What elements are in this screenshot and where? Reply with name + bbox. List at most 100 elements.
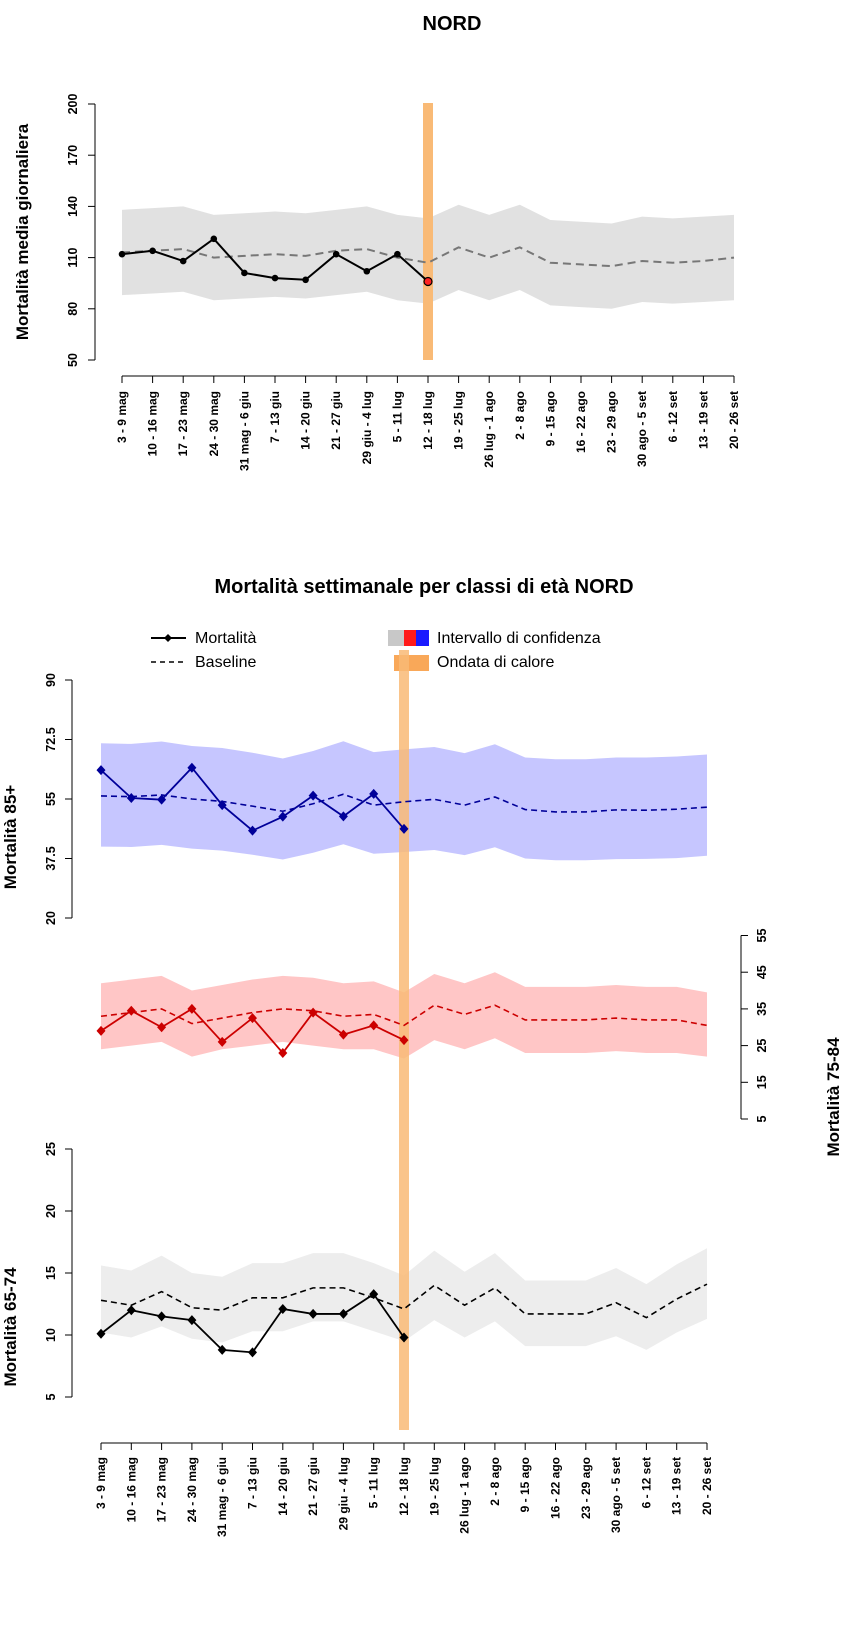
age85-y-tick-label: 90 xyxy=(44,673,58,687)
top-x-tick-label: 26 lug - 1 ago xyxy=(482,391,496,468)
age75-mortality-point xyxy=(278,1047,288,1058)
age75-y-tick-label: 55 xyxy=(755,929,769,943)
top-chart-ylabel: Mortalità media giornaliera xyxy=(13,123,32,340)
top-y-tick-label: 170 xyxy=(66,145,80,166)
top-x-tick-label: 17 - 23 mag xyxy=(176,391,190,456)
age75-mortality-point xyxy=(369,1020,379,1031)
age85-y-tick-label: 20 xyxy=(44,911,58,925)
age-chart-title: Mortalità settimanale per classi di età … xyxy=(214,576,633,598)
age85-mortality-point xyxy=(126,792,136,803)
top-x-tick-label: 20 - 26 set xyxy=(727,391,741,449)
age-x-tick-label: 17 - 23 mag xyxy=(155,1457,169,1522)
age-x-tick-label: 9 - 15 ago xyxy=(518,1457,532,1512)
age-x-tick-label: 23 - 29 ago xyxy=(579,1457,593,1519)
age-x-tick-label: 10 - 16 mag xyxy=(124,1457,138,1522)
age-x-tick-label: 5 - 11 lug xyxy=(367,1457,381,1508)
top-x-tick-label: 24 - 30 mag xyxy=(207,391,221,456)
top-y-tick-label: 110 xyxy=(66,247,80,267)
age65-mortality-point xyxy=(308,1308,318,1319)
age75-y-tick-label: 15 xyxy=(755,1075,769,1089)
age-x-tick-label: 3 - 9 mag xyxy=(94,1457,108,1509)
age-x-tick-label: 26 lug - 1 ago xyxy=(458,1457,472,1534)
top-chart: 50 80 110 140 170 200 3 - 9 mag 10 - 16 mag 17 -… xyxy=(66,94,741,472)
top-mortality-point xyxy=(241,269,248,277)
age-x-tick-label: 14 - 20 giu xyxy=(276,1457,290,1516)
age75-mortality-point xyxy=(157,1022,167,1033)
age85-y-tick-label: 37.5 xyxy=(44,846,58,870)
top-mortality-point xyxy=(179,257,187,265)
age75-y-tick-label: 5 xyxy=(755,1115,769,1122)
top-y-tick-label: 200 xyxy=(66,94,80,115)
top-x-tick-label: 5 - 11 lug xyxy=(390,391,404,442)
age75-mortality-point xyxy=(126,1005,136,1016)
legend-mortality-label: Mortalità xyxy=(195,630,256,647)
age65-ylabel: Mortalità 65-74 xyxy=(1,1267,20,1387)
age75-mortality-point xyxy=(187,1003,197,1014)
age85-mortality-point xyxy=(187,762,197,773)
legend-ci-label: Intervallo di confidenza xyxy=(437,630,601,647)
top-x-tick-label: 13 - 19 set xyxy=(696,391,710,449)
legend-baseline-label: Baseline xyxy=(195,654,256,671)
top-x-tick-label: 16 - 22 ago xyxy=(574,391,588,453)
age65-y-tick-label: 20 xyxy=(44,1204,58,1218)
age85-mortality-point xyxy=(369,788,379,799)
age85-mortality-point xyxy=(399,823,409,834)
age65-y-tick-label: 25 xyxy=(44,1142,58,1156)
age75-y-tick-label: 45 xyxy=(755,965,769,979)
top-x-tick-label: 31 mag - 6 giu xyxy=(237,391,251,471)
top-x-tick-label: 21 - 27 giu xyxy=(329,391,343,450)
top-y-tick-label: 140 xyxy=(66,196,80,217)
top-y-tick-label: 80 xyxy=(66,302,80,316)
top-mortality-point xyxy=(423,276,433,287)
top-x-tick-label: 3 - 9 mag xyxy=(115,391,129,443)
age-x-tick-label: 13 - 19 set xyxy=(670,1457,684,1515)
top-chart-title: NORD xyxy=(423,13,482,35)
age-x-tick-label: 6 - 12 set xyxy=(639,1457,653,1508)
top-x-tick-label: 10 - 16 mag xyxy=(146,391,160,456)
age85-mortality-point xyxy=(248,825,257,836)
age65-mortality-point xyxy=(399,1332,409,1343)
top-x-tick-label: 23 - 29 ago xyxy=(605,391,619,453)
legend-ci-blue-swatch xyxy=(416,630,429,646)
top-x-tick-label: 6 - 12 set xyxy=(666,391,680,442)
age65-mortality-point xyxy=(126,1305,136,1316)
top-mortality-point xyxy=(118,250,126,258)
age85-ylabel: Mortalità 85+ xyxy=(1,785,20,889)
top-x-tick-label: 12 - 18 lug xyxy=(421,391,435,450)
top-mortality-point xyxy=(271,274,279,282)
age75-mortality-point xyxy=(217,1036,227,1047)
age75-baseline-line xyxy=(100,1004,708,1027)
age-x-tick-label: 2 - 8 ago xyxy=(488,1457,502,1506)
top-x-tick-label: 9 - 15 ago xyxy=(543,391,557,446)
top-x-tick-label: 30 ago - 5 set xyxy=(635,391,649,467)
top-baseline-line xyxy=(121,246,735,268)
age65-mortality-point xyxy=(248,1347,257,1358)
top-x-tick-label: 2 - 8 ago xyxy=(513,391,527,440)
legend-heatwave-label: Ondata di calore xyxy=(437,654,555,671)
age-x-tick-label: 7 - 13 giu xyxy=(246,1457,260,1509)
legend-mortality-marker xyxy=(164,634,172,642)
age-x-tick-label: 21 - 27 giu xyxy=(306,1457,320,1516)
age65-mortality-point xyxy=(217,1344,227,1355)
age65-y-tick-label: 10 xyxy=(44,1328,58,1342)
age-x-tick-label: 19 - 25 lug xyxy=(427,1457,441,1516)
age-x-tick-label: 20 - 26 set xyxy=(700,1457,714,1515)
age65-y-tick-label: 15 xyxy=(44,1266,58,1280)
top-mortality-point xyxy=(332,250,340,258)
age-x-tick-label: 24 - 30 mag xyxy=(185,1457,199,1522)
age85-mortality-point xyxy=(217,800,227,811)
age65-y-tick-label: 5 xyxy=(44,1393,58,1400)
age75-mortality-point xyxy=(248,1013,257,1024)
top-x-tick-label: 14 - 20 giu xyxy=(299,391,313,450)
age65-mortality-point xyxy=(338,1308,348,1319)
top-heatwave-band xyxy=(423,103,433,360)
age-x-tick-label: 30 ago - 5 set xyxy=(609,1457,623,1533)
top-x-tick-label: 29 giu - 4 lug xyxy=(360,391,374,464)
age-x-tick-label: 29 giu - 4 lug xyxy=(336,1457,350,1530)
top-mortality-point xyxy=(210,235,218,243)
age65-mortality-point xyxy=(157,1311,167,1322)
top-mortality-point xyxy=(149,247,156,255)
age75-y-tick-label: 25 xyxy=(755,1039,769,1053)
